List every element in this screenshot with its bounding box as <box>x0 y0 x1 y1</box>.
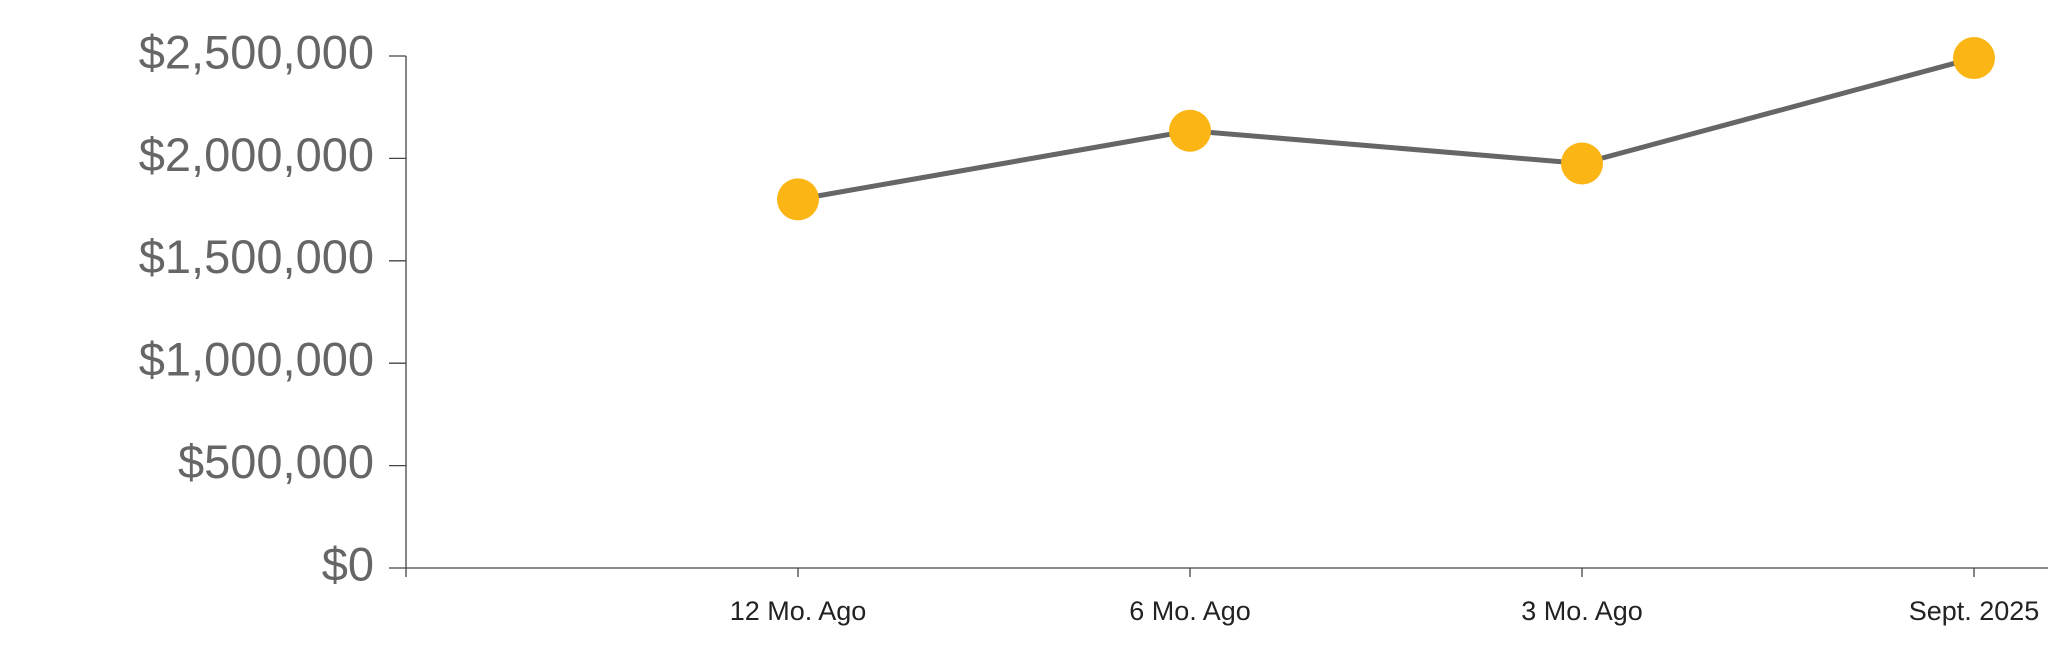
x-tick-label: 6 Mo. Ago <box>1129 596 1251 626</box>
y-tick-label: $2,500,000 <box>139 25 374 78</box>
point <box>1561 142 1603 185</box>
line <box>797 55 1975 202</box>
x-tick-label: 3 Mo. Ago <box>1521 596 1643 626</box>
y-tick-label: $1,500,000 <box>139 230 374 283</box>
y-tick-label: $0 <box>322 537 374 590</box>
point <box>1169 109 1211 152</box>
x-tick-label: 12 Mo. Ago <box>730 596 867 626</box>
x-tick-label: Sept. 2025 <box>1909 596 2040 626</box>
y-tick-label: $1,000,000 <box>139 333 374 386</box>
y-tick-label: $500,000 <box>178 435 374 488</box>
point <box>1953 37 1995 80</box>
point <box>777 178 819 221</box>
y-tick-label: $2,000,000 <box>139 128 374 181</box>
